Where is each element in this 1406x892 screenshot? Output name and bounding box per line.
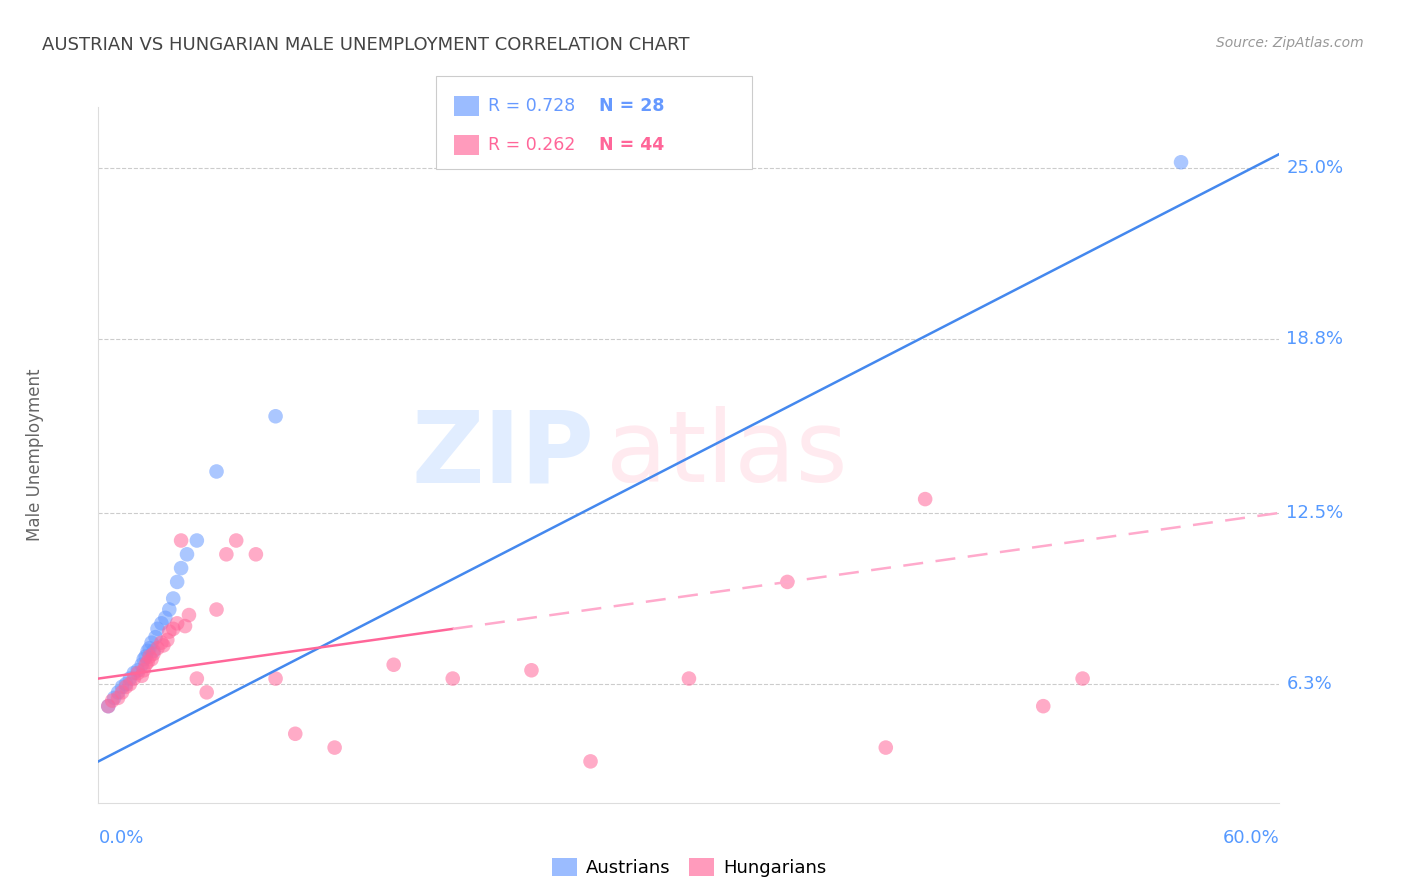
- Point: [195, 685, 218, 699]
- Point: [776, 574, 799, 589]
- Point: [441, 672, 464, 686]
- Point: [111, 680, 134, 694]
- Point: [97, 699, 120, 714]
- Point: [520, 663, 543, 677]
- Text: 25.0%: 25.0%: [1286, 159, 1344, 177]
- Point: [176, 547, 198, 561]
- Point: [150, 635, 173, 649]
- Text: Male Unemployment: Male Unemployment: [27, 368, 44, 541]
- Text: 0.0%: 0.0%: [98, 830, 143, 847]
- Point: [118, 672, 141, 686]
- Point: [132, 652, 155, 666]
- Point: [127, 663, 149, 677]
- Point: [145, 630, 167, 644]
- Point: [157, 624, 180, 639]
- Point: [107, 685, 129, 699]
- Point: [135, 649, 157, 664]
- Text: 18.8%: 18.8%: [1286, 330, 1344, 348]
- Point: [136, 644, 159, 658]
- Point: [115, 677, 138, 691]
- Point: [152, 639, 174, 653]
- Text: N = 28: N = 28: [599, 97, 665, 115]
- Point: [1170, 155, 1192, 169]
- Point: [146, 622, 169, 636]
- Point: [1032, 699, 1054, 714]
- Point: [155, 611, 177, 625]
- Point: [132, 663, 155, 677]
- Point: [107, 690, 129, 705]
- Point: [579, 755, 602, 769]
- Point: [142, 647, 165, 661]
- Text: R = 0.728: R = 0.728: [488, 97, 575, 115]
- Point: [177, 608, 200, 623]
- Point: [162, 591, 184, 606]
- Point: [97, 699, 120, 714]
- Point: [170, 561, 193, 575]
- Point: [205, 465, 228, 479]
- Point: [122, 666, 145, 681]
- Point: [215, 547, 238, 561]
- Point: [131, 657, 153, 672]
- Text: R = 0.262: R = 0.262: [488, 136, 575, 154]
- Text: ZIP: ZIP: [412, 407, 595, 503]
- Point: [174, 619, 197, 633]
- Point: [264, 672, 287, 686]
- Text: N = 44: N = 44: [599, 136, 664, 154]
- Point: [122, 672, 145, 686]
- Point: [166, 574, 188, 589]
- Text: atlas: atlas: [606, 407, 848, 503]
- Text: 60.0%: 60.0%: [1223, 830, 1279, 847]
- Point: [284, 727, 307, 741]
- Point: [142, 644, 165, 658]
- Point: [205, 602, 228, 616]
- Point: [157, 602, 180, 616]
- Point: [135, 657, 157, 672]
- Point: [136, 655, 159, 669]
- Text: 6.3%: 6.3%: [1286, 675, 1333, 693]
- Point: [914, 492, 936, 507]
- Point: [118, 677, 141, 691]
- Point: [678, 672, 700, 686]
- Point: [170, 533, 193, 548]
- Point: [225, 533, 247, 548]
- Point: [101, 693, 124, 707]
- Text: Source: ZipAtlas.com: Source: ZipAtlas.com: [1216, 36, 1364, 50]
- Point: [111, 685, 134, 699]
- Point: [186, 672, 208, 686]
- Point: [141, 652, 163, 666]
- Point: [245, 547, 267, 561]
- Point: [103, 690, 125, 705]
- Point: [166, 616, 188, 631]
- Text: AUSTRIAN VS HUNGARIAN MALE UNEMPLOYMENT CORRELATION CHART: AUSTRIAN VS HUNGARIAN MALE UNEMPLOYMENT …: [42, 36, 690, 54]
- Point: [323, 740, 346, 755]
- Point: [156, 632, 179, 647]
- Point: [131, 669, 153, 683]
- Point: [138, 649, 160, 664]
- Point: [138, 641, 160, 656]
- Text: 12.5%: 12.5%: [1286, 504, 1344, 522]
- Point: [162, 622, 184, 636]
- Point: [141, 635, 163, 649]
- Point: [1071, 672, 1094, 686]
- Legend: Austrians, Hungarians: Austrians, Hungarians: [544, 851, 834, 884]
- Point: [264, 409, 287, 424]
- Point: [382, 657, 405, 672]
- Point: [875, 740, 897, 755]
- Point: [146, 641, 169, 656]
- Point: [186, 533, 208, 548]
- Point: [115, 680, 138, 694]
- Point: [150, 616, 173, 631]
- Point: [127, 666, 149, 681]
